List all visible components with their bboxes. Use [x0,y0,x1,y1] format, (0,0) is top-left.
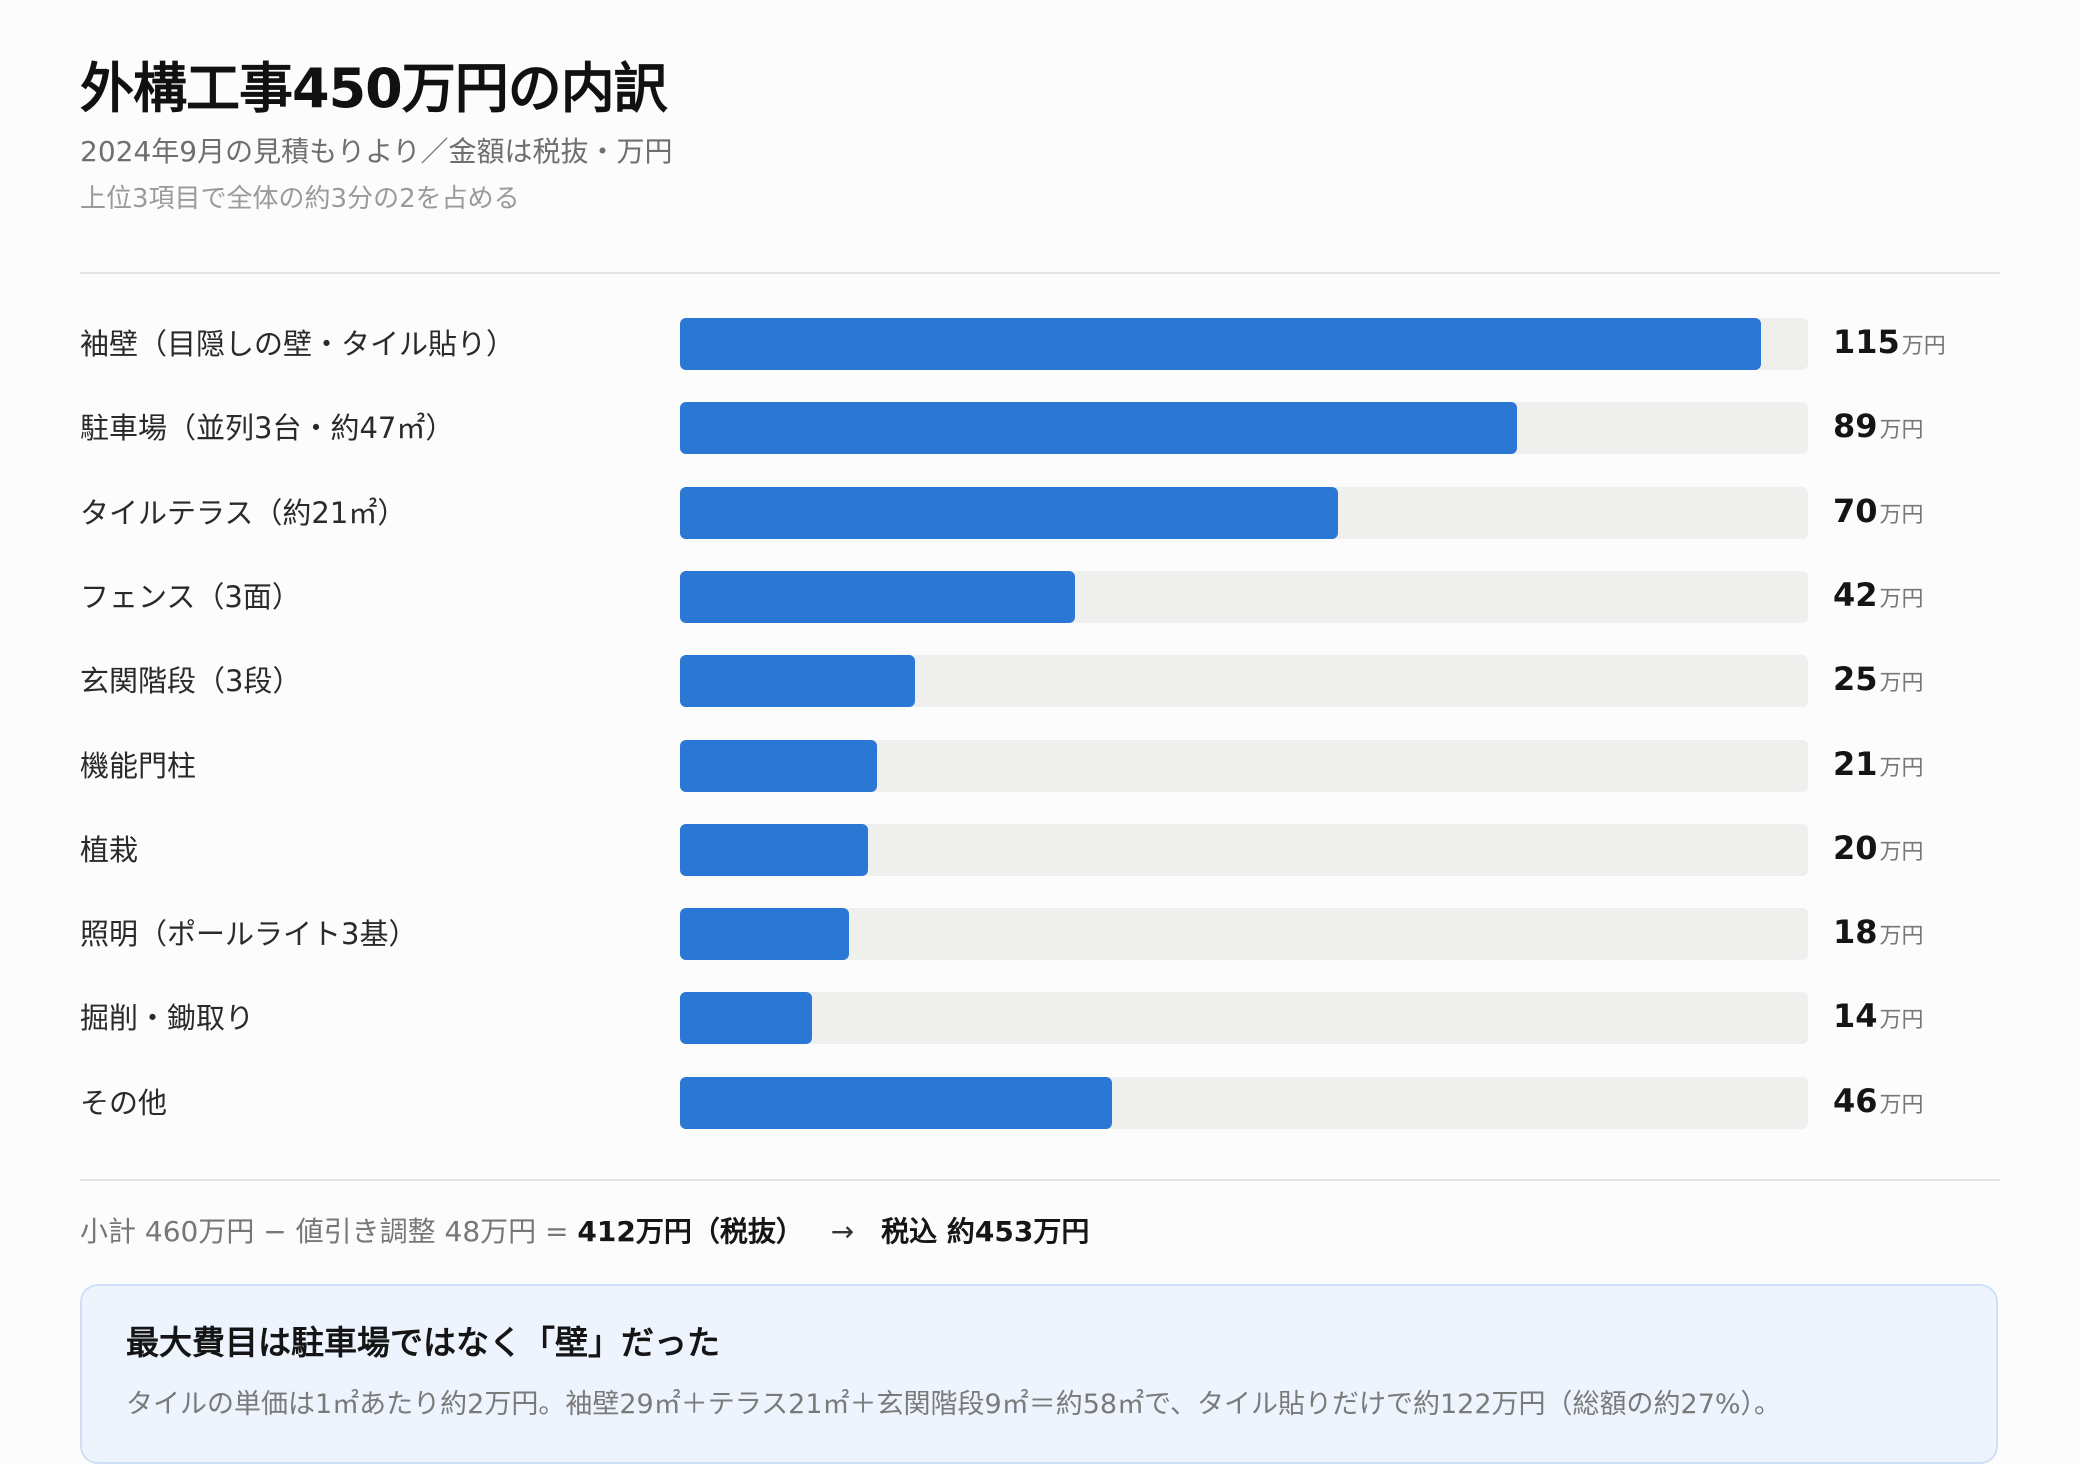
bar [680,486,1338,539]
value-number: 70 [1833,491,1878,530]
value-unit: 万円 [1901,334,1946,359]
bar-track [680,570,1808,623]
bar-track [680,992,1808,1045]
net-total: 412万円（税抜） [577,1215,804,1248]
chart-note: 上位3項目で全体の約3分の2を占める [80,184,520,214]
category-label: 植栽 [80,832,139,867]
gross-total: 税込 約453万円 [881,1215,1090,1248]
value-number: 20 [1833,828,1878,867]
value-number: 46 [1833,1081,1878,1120]
bar [680,908,850,961]
value-unit: 万円 [1879,586,1924,612]
value-label: 21万円 [1833,744,1924,790]
value-unit: 万円 [1879,924,1924,950]
value-label: 14万円 [1833,996,1924,1042]
bar-track [680,318,1808,370]
bar-track [680,486,1808,539]
subtotal-text: 小計 460万円 − 値引き調整 48万円 = [80,1215,569,1248]
value-number: 42 [1833,575,1878,614]
value-number: 89 [1833,407,1878,446]
total-calculation: 小計 460万円 − 値引き調整 48万円 = 412万円（税抜） → 税込 約… [80,1210,1089,1250]
value-unit: 万円 [1879,839,1924,865]
value-number: 14 [1833,997,1878,1036]
value-label: 20万円 [1833,828,1924,874]
category-label: 掘削・鋤取り [80,1001,255,1036]
value-unit: 万円 [1879,671,1924,697]
value-unit: 万円 [1879,502,1924,528]
bar [680,992,812,1045]
value-label: 70万円 [1833,491,1924,537]
value-label: 42万円 [1833,575,1924,621]
bottom-divider [80,1179,2000,1181]
bar [680,318,1761,370]
value-label: 89万円 [1833,406,1924,452]
category-label: 袖壁（目隠しの壁・タイル貼り） [80,327,516,361]
category-label: 機能門柱 [80,748,197,783]
bar-track [680,1076,1808,1129]
bar-track [680,739,1808,792]
category-label: 照明（ポールライト3基） [80,917,418,952]
bar-track [680,402,1808,455]
category-label: タイルテラス（約21㎡） [80,495,407,530]
bar [680,402,1517,455]
arrow-icon: → [830,1215,855,1248]
value-number: 18 [1833,913,1878,952]
value-unit: 万円 [1879,1092,1924,1118]
value-unit: 万円 [1879,1008,1924,1034]
value-unit: 万円 [1879,418,1924,444]
value-number: 25 [1833,660,1878,699]
value-label: 25万円 [1833,659,1924,705]
category-label: 駐車場（並列3台・約47㎡） [80,411,455,446]
bar [680,823,868,876]
bar-track [680,655,1808,708]
callout-body: タイルの単価は1㎡あたり約2万円。袖壁29㎡＋テラス21㎡＋玄関階段9㎡＝約58… [126,1389,1782,1420]
bar-track [680,908,1808,961]
callout-title: 最大費目は駐車場ではなく「壁」だった [126,1323,720,1362]
bar [680,739,878,792]
chart-title: 外構工事450万円の内訳 [80,57,668,120]
value-number: 21 [1833,744,1878,783]
category-label: その他 [80,1085,168,1120]
category-label: フェンス（3面） [80,579,301,614]
category-label: 玄関階段（3段） [80,664,302,699]
value-number: 115 [1833,323,1900,361]
value-label: 46万円 [1833,1081,1924,1127]
bar [680,655,915,708]
value-unit: 万円 [1879,755,1924,781]
top-divider [80,272,2000,274]
chart-subtitle: 2024年9月の見積もりより／金額は税抜・万円 [80,135,673,168]
bar [680,1076,1113,1129]
value-label: 115万円 [1833,322,1946,368]
bar-track [680,823,1808,876]
bar [680,570,1075,623]
insight-callout: 最大費目は駐車場ではなく「壁」だった タイルの単価は1㎡あたり約2万円。袖壁29… [80,1284,1998,1464]
value-label: 18万円 [1833,912,1924,958]
